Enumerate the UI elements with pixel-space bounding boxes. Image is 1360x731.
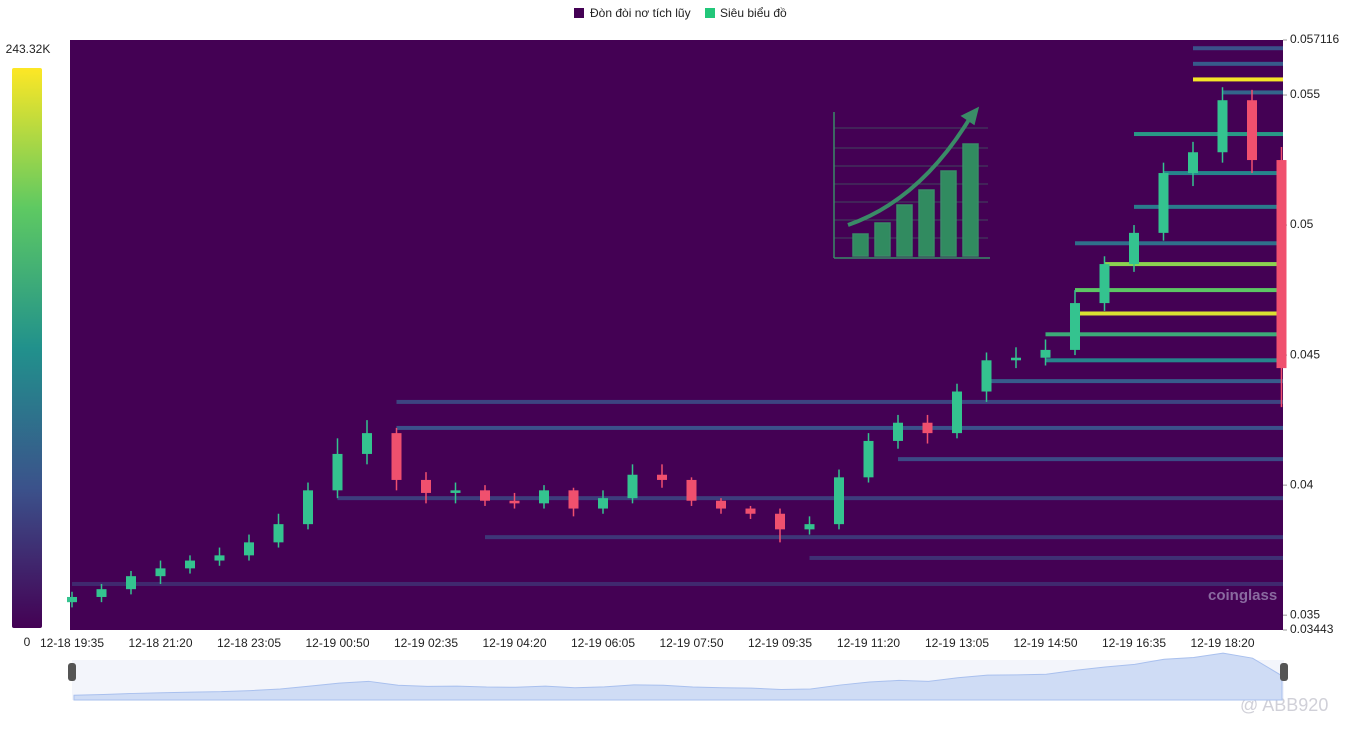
candle-body [214,555,225,561]
candles [67,87,1287,608]
liquidation-level [72,581,1283,586]
navigator-area [73,652,1283,701]
liquidation-level [1075,241,1283,246]
candle-body [421,479,431,493]
y-tick-label: 0.057116 [1290,32,1339,46]
liquidation-level [1045,358,1283,363]
color-bar [12,68,42,628]
y-tick-label: 0.04 [1290,477,1314,491]
color-bar-label: 0 [24,635,31,649]
x-tick-label: 12-19 13:05 [925,636,989,650]
legend-label: Đòn đòi nơ tích lũy [590,6,691,20]
navigator-handle [68,663,76,681]
y-tick-label: 0.03443 [1290,622,1334,636]
liquidation-level [1075,311,1283,316]
candle-body [332,453,343,491]
liquidation-level [485,535,1283,540]
candle-body [303,490,313,525]
x-tick-label: 12-19 09:35 [748,636,812,650]
legend-swatch [574,8,584,18]
x-tick-label: 12-18 23:05 [217,636,281,650]
candle-body [273,524,284,543]
x-tick-label: 12-19 04:20 [482,636,546,650]
candle-body [952,391,962,434]
candle-body [1011,357,1021,361]
candle-body [539,490,549,504]
candle-body [1158,173,1169,233]
x-tick-label: 12-19 06:05 [571,636,635,650]
candle-body [1247,100,1257,161]
growth-icon [833,106,990,259]
liquidation-level [898,457,1283,462]
x-tick-label: 12-19 18:20 [1190,636,1254,650]
candle-body [126,576,136,590]
x-tick-label: 12-19 02:35 [394,636,458,650]
liquidation-level [1134,204,1283,209]
candle-body [863,440,874,478]
liquidation-level [1193,61,1283,66]
candle-body [775,513,785,530]
candle-body [1217,100,1228,153]
candle-body [1040,349,1051,358]
x-tick-label: 12-19 00:50 [305,636,369,650]
y-tick-label: 0.045 [1290,347,1320,361]
x-tick-label: 12-19 14:50 [1013,636,1077,650]
candle-body [981,360,992,392]
legend-swatch [705,8,715,18]
liquidation-level [1075,288,1283,293]
watermark: coinglass [1208,587,1277,604]
liquidation-level [396,425,1283,430]
candle-body [1188,152,1198,174]
liquidation-level [1193,77,1283,82]
candle-body [67,596,77,603]
candle-body [480,490,490,501]
candle-body [1099,264,1110,304]
y-tick-label: 0.035 [1290,607,1320,621]
candle-body [627,474,638,499]
x-tick-label: 12-19 16:35 [1102,636,1166,650]
y-tick-label: 0.05 [1290,217,1314,231]
candle-body [893,422,903,441]
candle-body [244,542,254,556]
candle-body [450,490,461,493]
liquidation-level [986,379,1283,384]
liquidation-level [396,399,1283,404]
liquidation-level [1045,332,1283,337]
liquidation-level [809,555,1283,560]
candle-body [834,477,844,525]
candle-body [362,433,372,454]
x-tick-label: 12-19 11:20 [837,636,900,650]
x-tick-label: 12-19 07:50 [659,636,723,650]
candle-body [568,490,579,509]
candle-body [686,479,697,501]
liquidation-level [1193,46,1283,51]
candle-body [185,560,195,569]
candle-body [1070,303,1080,350]
candle-body [1276,160,1287,369]
candle-body [391,433,402,480]
color-bar-label: 243.32K [6,42,51,56]
candle-body [155,568,166,577]
candle-body [745,508,756,514]
legend-label: Siêu biểu đồ [720,6,787,20]
candle-body [804,524,815,530]
candle-body [598,498,608,509]
liquidation-level [1163,171,1283,176]
x-tick-label: 12-18 21:20 [128,636,192,650]
candle-body [1129,232,1139,265]
navigator-handle [1280,663,1288,681]
legend: Đòn đòi nơ tích lũy Siêu biểu đồ [574,6,787,20]
liquidation-level [337,496,1283,501]
liquidation-level [1104,262,1283,267]
candle-body [716,500,726,509]
x-tick-label: 12-18 19:35 [40,636,104,650]
liquidation-level [1134,132,1283,137]
candle-body [509,500,520,504]
y-tick-label: 0.055 [1290,87,1320,101]
candle-body [657,474,667,480]
candle-body [922,422,933,434]
candle-body [96,589,107,597]
